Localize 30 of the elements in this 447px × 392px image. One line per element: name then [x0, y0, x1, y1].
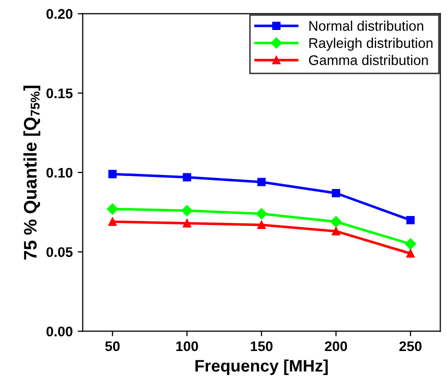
point [256, 208, 268, 220]
y-axis-title: 75 % Quantile [Q$_{75%}$] [23, 86, 40, 260]
x-tick-label: 100 [176, 341, 198, 352]
x-tick-label: 250 [399, 341, 422, 352]
point [404, 238, 416, 250]
x-tick-label: 150 [250, 341, 273, 352]
point [106, 203, 118, 215]
y-tick-label: 0.10 [46, 168, 72, 178]
point [332, 227, 340, 236]
legend-label: Rayleigh distribution [309, 38, 432, 51]
point [257, 178, 266, 186]
point [108, 170, 117, 178]
y-tick-label: 0.00 [46, 326, 72, 336]
x-tick-label: 50 [105, 341, 120, 352]
y-tick-label: 0.05 [46, 247, 73, 258]
legend-label: Normal distribution [309, 20, 424, 31]
point [406, 216, 415, 224]
point [257, 220, 266, 230]
point [182, 219, 192, 228]
x-axis-title: Frequency [MHz] [195, 359, 328, 375]
y-tick-label: 0.20 [46, 9, 72, 19]
point [330, 216, 342, 228]
point [332, 188, 340, 198]
legend-label: Gamma distribution [308, 54, 428, 66]
point [108, 218, 117, 226]
point [406, 249, 415, 258]
y-tick-label: 0.15 [46, 88, 73, 98]
point [181, 204, 193, 216]
x-tick-label: 200 [324, 341, 348, 352]
point [182, 173, 192, 182]
